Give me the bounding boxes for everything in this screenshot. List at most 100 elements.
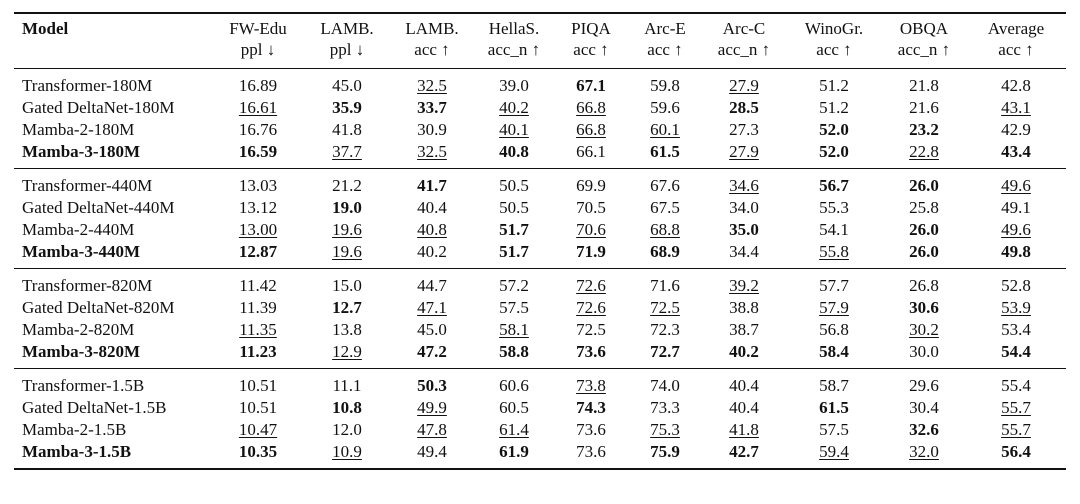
metric-cell: 16.61 — [212, 97, 304, 119]
metric-value: 40.1 — [499, 120, 529, 139]
metric-value: 26.0 — [909, 242, 939, 261]
model-name-cell: Mamba-3-820M — [22, 342, 141, 361]
metric-value: 19.6 — [332, 220, 362, 239]
metric-cell: 40.4 — [702, 397, 786, 419]
metric-cell: 41.7 — [390, 169, 474, 198]
metric-value: 57.9 — [819, 298, 849, 317]
metric-cell: 43.1 — [966, 97, 1066, 119]
metric-value: 49.9 — [417, 398, 447, 417]
metric-value: 47.2 — [417, 342, 447, 361]
column-header-metric: ppl ↓ — [240, 40, 276, 59]
metric-value: 38.8 — [729, 298, 759, 317]
metric-value: 39.0 — [499, 76, 529, 95]
metric-cell: 32.5 — [390, 141, 474, 169]
metric-value: 68.9 — [650, 242, 680, 261]
metric-cell: 56.7 — [786, 169, 882, 198]
metric-cell: 66.1 — [554, 141, 628, 169]
metric-value: 26.0 — [909, 220, 939, 239]
header-row: Model FW-Edu ppl ↓ LAMB. ppl ↓ LAMB. acc ↑ Hell… — [14, 13, 1066, 69]
metric-cell: 40.8 — [390, 219, 474, 241]
metric-cell: 73.6 — [554, 441, 628, 469]
metric-value: 30.2 — [909, 320, 939, 339]
metric-value: 29.6 — [909, 376, 939, 395]
metric-value: 57.5 — [499, 298, 529, 317]
metric-value: 21.6 — [909, 98, 939, 117]
metric-value: 12.7 — [332, 298, 362, 317]
metric-cell: 19.6 — [304, 241, 390, 269]
metric-cell: 49.4 — [390, 441, 474, 469]
metric-value: 12.87 — [238, 242, 278, 261]
metric-value: 59.4 — [819, 442, 849, 461]
column-header-label: Arc-E — [644, 19, 686, 38]
metric-value: 61.5 — [819, 398, 849, 417]
metric-cell: 67.1 — [554, 69, 628, 98]
metric-cell: 21.2 — [304, 169, 390, 198]
metric-value: 59.8 — [650, 76, 680, 95]
metric-cell: 41.8 — [702, 419, 786, 441]
metric-cell: 59.4 — [786, 441, 882, 469]
metric-value: 72.6 — [576, 298, 606, 317]
metric-cell: 30.2 — [882, 319, 966, 341]
column-header-label: HellaS. — [488, 19, 540, 38]
metric-cell: 49.8 — [966, 241, 1066, 269]
metric-cell: 40.2 — [702, 341, 786, 369]
metric-cell: 60.6 — [474, 369, 554, 398]
column-header: Average acc ↑ — [966, 13, 1066, 69]
metric-cell: 47.8 — [390, 419, 474, 441]
table-row: Mamba-3-1.5B 10.35 10.9 49.4 61.9 73.6 75.9 42.… — [14, 441, 1066, 469]
metric-cell: 67.5 — [628, 197, 702, 219]
metric-value: 68.8 — [650, 220, 680, 239]
model-name-cell: Transformer-1.5B — [22, 376, 145, 395]
metric-cell: 52.0 — [786, 119, 882, 141]
metric-value: 49.6 — [1001, 220, 1031, 239]
metric-value: 40.8 — [417, 220, 447, 239]
metric-cell: 40.1 — [474, 119, 554, 141]
metric-cell: 50.5 — [474, 169, 554, 198]
metric-cell: 40.2 — [474, 97, 554, 119]
metric-cell: 57.9 — [786, 297, 882, 319]
metric-value: 10.35 — [238, 442, 278, 461]
metric-value: 43.4 — [1001, 142, 1031, 161]
model-name-cell: Mamba-3-180M — [22, 142, 141, 161]
metric-value: 27.9 — [729, 76, 759, 95]
table-row: Mamba-3-820M 11.23 12.9 47.2 58.8 73.6 72.7 40.… — [14, 341, 1066, 369]
column-header-metric: acc ↑ — [573, 40, 609, 59]
metric-cell: 50.3 — [390, 369, 474, 398]
metric-value: 53.4 — [1001, 320, 1031, 339]
metric-value: 73.6 — [576, 420, 606, 439]
metric-value: 69.9 — [576, 176, 606, 195]
metric-value: 56.8 — [819, 320, 849, 339]
metric-value: 56.4 — [1001, 442, 1031, 461]
metric-cell: 21.8 — [882, 69, 966, 98]
metric-value: 16.61 — [238, 98, 278, 117]
metric-cell: 10.51 — [212, 369, 304, 398]
metric-value: 35.9 — [332, 98, 362, 117]
metric-cell: 72.7 — [628, 341, 702, 369]
metric-value: 42.7 — [729, 442, 759, 461]
metric-cell: 26.0 — [882, 219, 966, 241]
metric-cell: 67.6 — [628, 169, 702, 198]
metric-cell: 39.0 — [474, 69, 554, 98]
metric-value: 40.4 — [729, 398, 759, 417]
model-name-cell: Gated DeltaNet-440M — [22, 198, 175, 217]
metric-cell: 52.0 — [786, 141, 882, 169]
metric-value: 21.2 — [332, 176, 362, 195]
metric-cell: 57.7 — [786, 269, 882, 298]
metric-cell: 13.00 — [212, 219, 304, 241]
metric-value: 28.5 — [729, 98, 759, 117]
metric-value: 75.3 — [650, 420, 680, 439]
metric-cell: 68.8 — [628, 219, 702, 241]
metric-cell: 74.3 — [554, 397, 628, 419]
table-row: Transformer-440M 13.03 21.2 41.7 50.5 69.9 67.… — [14, 169, 1066, 198]
metric-value: 52.0 — [819, 142, 849, 161]
metric-cell: 72.6 — [554, 269, 628, 298]
metric-cell: 43.4 — [966, 141, 1066, 169]
metric-cell: 42.8 — [966, 69, 1066, 98]
metric-cell: 70.5 — [554, 197, 628, 219]
metric-value: 21.8 — [909, 76, 939, 95]
metric-value: 52.8 — [1001, 276, 1031, 295]
metric-value: 66.8 — [576, 120, 606, 139]
column-header-label: LAMB. — [320, 19, 374, 38]
metric-cell: 44.7 — [390, 269, 474, 298]
metric-value: 72.3 — [650, 320, 680, 339]
